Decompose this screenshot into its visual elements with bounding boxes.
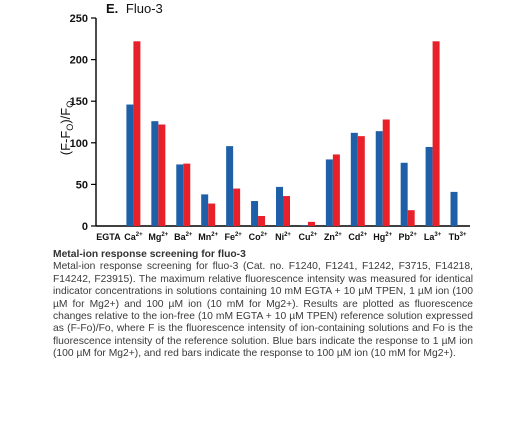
- y-axis-title-part-d: O: [65, 101, 75, 108]
- bar-tb-series-1: [450, 191, 458, 226]
- x-tick-label-la: La3+: [424, 232, 442, 242]
- bar-cd-series-2: [357, 136, 365, 226]
- y-tick-label: 100: [70, 138, 88, 150]
- x-tick-label-hg: Hg2+: [373, 232, 392, 242]
- bar-fe-series-1: [226, 146, 234, 226]
- x-tick-label-cd: Cd2+: [348, 232, 367, 242]
- chart-title-text: Fluo-3: [126, 1, 163, 16]
- x-tick-label-fe: Fe2+: [224, 232, 242, 242]
- x-labels: EGTA Ca2+ Mg2+ Ba2+ Mn2+ Fe2+ Co2+ Ni2+ Cu2+ Zn2+…: [96, 232, 467, 242]
- x-tick-label-tb: Tb3+: [449, 232, 467, 242]
- bar-la-series-1: [425, 146, 433, 226]
- y-axis-title: (F-FO)/FO: [58, 101, 75, 155]
- bar-ba-series-2: [183, 163, 191, 226]
- bar-mn-series-2: [208, 203, 216, 226]
- y-axis-title-part-c: )/F: [58, 108, 73, 124]
- figure-caption: Metal-ion response screening for fluo-3 …: [53, 249, 473, 361]
- x-tick-label-co: Co2+: [249, 232, 268, 242]
- bar-zn-series-2: [332, 154, 340, 226]
- y-tick-label: 200: [70, 55, 88, 67]
- bar-mn-series-1: [201, 194, 209, 226]
- y-axis-title-part-b: O: [65, 124, 75, 131]
- chart-title: E. Fluo-3: [106, 1, 163, 16]
- bar-cu-series-1: [300, 225, 308, 226]
- bar-ca-series-2: [133, 41, 141, 226]
- y-tick-label: 50: [76, 179, 88, 191]
- bar-fe-series-2: [233, 188, 241, 226]
- bar-mg-series-1: [151, 121, 159, 226]
- bar-pb-series-2: [407, 210, 415, 226]
- chart-title-letter: E.: [106, 1, 118, 16]
- x-tick-label-cu: Cu2+: [299, 232, 318, 242]
- caption-body: Metal-ion response screening for fluo-3 …: [53, 261, 473, 360]
- bar-ca-series-1: [126, 104, 134, 226]
- bar-cd-series-1: [350, 132, 358, 226]
- y-tick-label: 250: [70, 13, 88, 25]
- bar-mg-series-2: [158, 124, 166, 226]
- bar-ni-series-2: [283, 196, 290, 226]
- x-tick-label-zn: Zn2+: [324, 232, 342, 242]
- bar-hg-series-1: [375, 131, 383, 226]
- bar-la-series-2: [432, 41, 440, 226]
- x-tick-label-egta: EGTA: [96, 232, 121, 242]
- bar-cu-series-2: [307, 221, 315, 226]
- bar-hg-series-2: [382, 119, 390, 226]
- bar-ni-series-1: [276, 186, 283, 226]
- y-ticks: 0 50 100 150 200 250: [70, 13, 96, 233]
- bar-co-series-2: [258, 216, 266, 226]
- y-tick-label: 0: [82, 221, 88, 233]
- bar-ba-series-1: [176, 164, 184, 226]
- y-axis-title-part-a: (F-F: [58, 131, 73, 156]
- caption-title: Metal-ion response screening for fluo-3: [53, 249, 246, 260]
- y-tick-label: 150: [70, 96, 88, 108]
- svg-text:(F-FO)/FO: (F-FO)/FO: [58, 101, 75, 155]
- bar-zn-series-1: [325, 159, 333, 226]
- bar-co-series-1: [251, 201, 259, 226]
- bars: [126, 41, 458, 226]
- bar-pb-series-1: [400, 162, 408, 226]
- x-tick-label-ba: Ba2+: [174, 232, 193, 242]
- x-tick-label-mn: Mn2+: [198, 232, 218, 242]
- x-tick-label-mg: Mg2+: [148, 232, 168, 242]
- x-tick-label-ca: Ca2+: [124, 232, 143, 242]
- x-tick-label-pb: Pb2+: [398, 232, 417, 242]
- x-tick-label-ni: Ni2+: [275, 232, 291, 242]
